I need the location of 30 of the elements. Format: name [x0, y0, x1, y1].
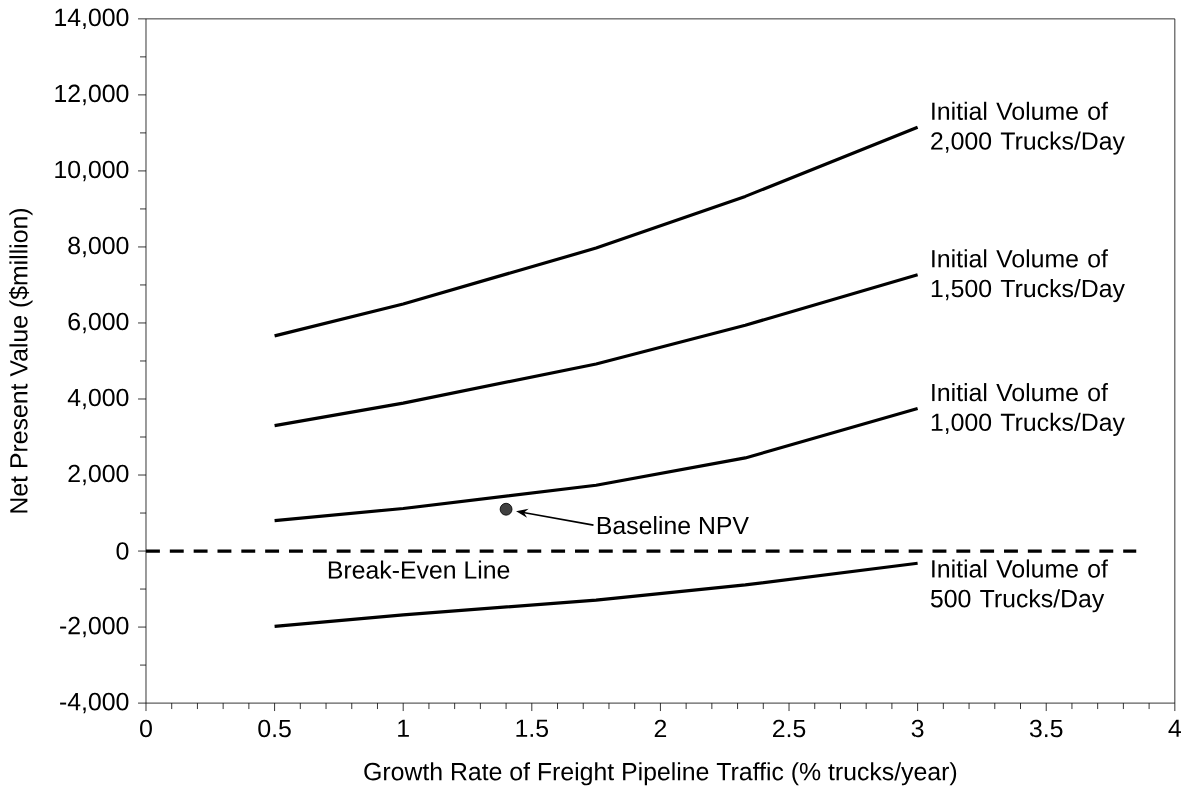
y-axis-title: Net Present Value ($million)	[9, 208, 33, 513]
line-series	[273, 272, 920, 427]
y-tick-label: 4,000	[67, 388, 129, 410]
y-tick-label: 10,000	[55, 160, 129, 181]
line-series	[273, 125, 920, 338]
series-label: Initial Volume of 1,500 Trucks/Day	[931, 249, 1125, 302]
x-tick-label: 4	[1168, 719, 1181, 737]
series-label: Initial Volume of 2,000 Trucks/Day	[931, 101, 1125, 155]
annotation: Break-Even Line	[328, 560, 510, 579]
x-tick-label: 2.5	[773, 719, 806, 738]
x-tick-label: 3	[911, 719, 924, 738]
line-series	[273, 561, 920, 628]
series-label: Initial Volume of 1,000 Trucks/Day	[931, 382, 1125, 436]
y-tick-label: 14,000	[55, 8, 129, 29]
x-tick-label: 2	[654, 719, 667, 737]
y-tick-label: 12,000	[55, 84, 129, 105]
x-tick-label: 1	[398, 719, 409, 737]
y-tick-label: 6,000	[68, 312, 129, 333]
x-axis-title: Growth Rate of Freight Pipeline Traffic (% trucks/year)	[364, 761, 957, 786]
series-label: Initial Volume of 500 Trucks/Day	[930, 559, 1108, 613]
x-tick-label: 3.5	[1029, 719, 1063, 738]
x-tick-label: 1.5	[516, 719, 549, 737]
y-tick-label: -2,000	[60, 616, 129, 638]
y-tick-label: -4,000	[60, 692, 129, 714]
x-tick-label: 0	[140, 719, 152, 738]
y-tick-label: 2,000	[68, 464, 129, 486]
legend-label: Baseline NPV	[597, 515, 749, 535]
y-tick-label: 0	[116, 542, 129, 560]
x-tick-label: 0.5	[258, 719, 291, 738]
y-tick-label: 8,000	[68, 236, 129, 257]
